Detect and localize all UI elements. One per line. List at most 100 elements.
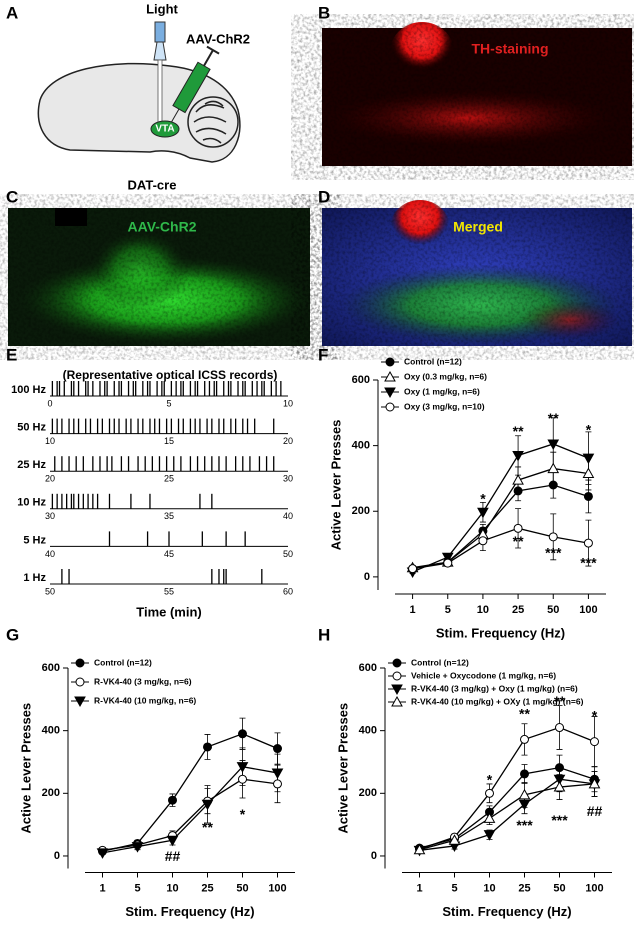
legend-marker	[391, 695, 403, 707]
panel-label: B	[318, 3, 330, 22]
merged-label: Merged	[453, 219, 503, 235]
series-line	[412, 484, 589, 570]
data-point	[547, 439, 560, 451]
data-point	[553, 781, 566, 792]
x-tick-label: 10	[483, 882, 495, 894]
legend-label: R-VK4-40 (3 mg/kg, n=6)	[94, 676, 192, 686]
data-point	[238, 729, 247, 739]
data-point	[512, 450, 524, 462]
legend-label: Oxy (3 mg/kg, n=10)	[404, 401, 485, 411]
data-point	[413, 843, 426, 855]
x-tick-label: 100	[268, 882, 286, 894]
annotation: **	[554, 693, 565, 709]
series-line	[419, 778, 595, 851]
x-tick-label: 0	[47, 398, 52, 408]
brain-schematic	[37, 21, 241, 163]
series-line	[419, 726, 595, 850]
data-point	[478, 536, 488, 546]
annotation: *	[240, 806, 246, 822]
x-tick-label: 25	[512, 604, 524, 616]
annotation: ***	[551, 812, 568, 828]
data-point	[477, 507, 489, 519]
x-axis-label: Stim. Frequency (Hz)	[442, 904, 571, 919]
data-point	[441, 552, 454, 564]
y-tick-label: 600	[42, 662, 60, 674]
legend-label: R-VK4-40 (3 mg/kg) + Oxy (1 mg/kg) (n=6)	[411, 683, 578, 693]
data-point	[555, 763, 564, 773]
legend-marker	[75, 658, 85, 668]
row-label: 50 Hz	[17, 422, 46, 434]
x-axis-label: Stim. Frequency (Hz)	[125, 904, 254, 919]
x-tick-label: 30	[45, 511, 55, 521]
x-tick-label: 100	[585, 882, 603, 894]
data-point	[168, 795, 177, 805]
y-tick-label: 400	[42, 725, 60, 737]
legend-label: Oxy (1 mg/kg, n=6)	[404, 386, 480, 396]
panel-label: E	[6, 345, 17, 364]
annotation: ***	[545, 545, 562, 561]
mouse-label: DAT-cre	[128, 177, 177, 192]
legend-marker	[385, 357, 395, 367]
y-axis-label: Active Lever Presses	[18, 703, 33, 834]
series-line	[419, 783, 595, 851]
annotation: **	[548, 410, 559, 426]
x-tick-label: 5	[445, 604, 451, 616]
y-tick-label: 400	[359, 725, 377, 737]
annotation: ***	[516, 817, 533, 833]
x-tick-label: 5	[451, 882, 457, 894]
legend-label: R-VK4-40 (10 mg/kg, n=6)	[94, 695, 196, 705]
data-point	[588, 777, 601, 789]
x-tick-label: 15	[164, 436, 174, 446]
data-point	[513, 523, 523, 533]
y-tick-label: 400	[352, 440, 370, 452]
panel-label: C	[6, 187, 18, 206]
y-tick-label: 200	[42, 787, 60, 799]
panel-label: G	[6, 625, 19, 644]
data-point	[485, 788, 494, 798]
x-tick-label: 50	[553, 882, 565, 894]
legend-marker	[392, 658, 402, 668]
annotation: *	[586, 422, 592, 438]
x-tick-label: 50	[236, 882, 248, 894]
x-tick-label: 40	[283, 511, 293, 521]
legend-label: R-VK4-40 (10 mg/kg) + OXy (1 mg/kg) (n=6…	[411, 696, 584, 706]
x-tick-label: 10	[45, 436, 55, 446]
y-axis-label: Active Lever Presses	[335, 703, 350, 834]
annotation: ##	[165, 848, 181, 864]
x-tick-label: 40	[45, 549, 55, 559]
x-tick-label: 55	[164, 586, 174, 596]
virus-label: AAV-ChR2	[186, 31, 250, 46]
panel-label: F	[318, 345, 328, 364]
legend-marker	[384, 370, 396, 382]
x-axis-label: Time (min)	[136, 604, 202, 619]
row-label: 5 Hz	[23, 534, 46, 546]
x-tick-label: 1	[410, 604, 416, 616]
series-line	[419, 766, 595, 849]
x-tick-label: 10	[166, 882, 178, 894]
row-label: 1 Hz	[23, 572, 46, 584]
x-tick-label: 5	[166, 398, 171, 408]
chr2-image	[8, 208, 315, 346]
x-tick-label: 45	[164, 549, 174, 559]
data-point	[513, 486, 523, 496]
x-tick-label: 30	[283, 474, 293, 484]
x-tick-label: 5	[134, 882, 140, 894]
data-point	[238, 774, 247, 784]
x-tick-label: 25	[201, 882, 213, 894]
data-point	[448, 834, 461, 845]
y-tick-label: 600	[359, 662, 377, 674]
annotation: *	[592, 707, 598, 723]
raster-title: (Representative optical ICSS records)	[63, 368, 278, 382]
x-tick-label: 50	[283, 549, 293, 559]
x-tick-label: 50	[547, 604, 559, 616]
y-tick-label: 200	[352, 505, 370, 517]
x-tick-label: 60	[283, 586, 293, 596]
y-tick-label: 0	[364, 571, 370, 583]
data-point	[166, 835, 179, 847]
data-point	[582, 467, 595, 479]
x-tick-label: 25	[164, 474, 174, 484]
legend-marker	[385, 402, 395, 412]
annotation: **	[202, 819, 213, 835]
data-point	[518, 799, 531, 811]
